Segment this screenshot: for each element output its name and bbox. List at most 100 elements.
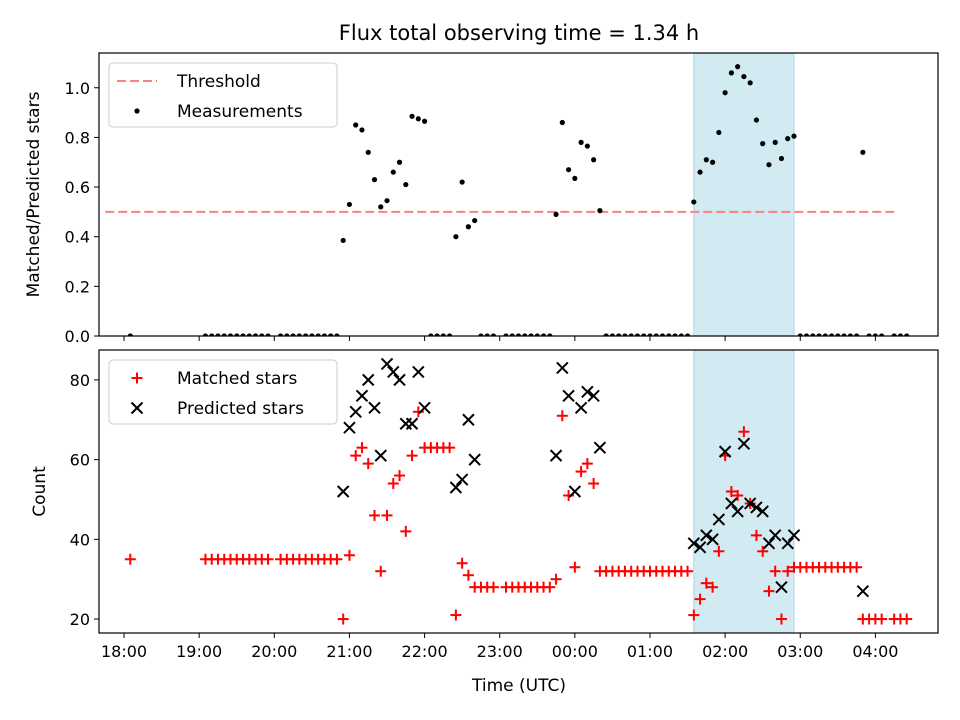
predicted-star-d2	[405, 417, 419, 430]
matched-star-point	[544, 581, 556, 593]
predicted-star-d2	[787, 529, 801, 542]
predicted-star-d2	[574, 401, 588, 415]
predicted-star-point	[743, 497, 757, 510]
legend-label: Matched stars	[177, 369, 297, 389]
predicted-star-d2	[349, 405, 362, 418]
measurement-point	[509, 333, 515, 336]
matched-star-point	[738, 426, 750, 438]
predicted-star-point	[336, 485, 350, 498]
measurement-point	[854, 333, 860, 336]
measurement-point	[259, 333, 265, 336]
predicted-star-point	[393, 373, 406, 387]
measurement-point	[503, 333, 509, 336]
predicted-star-d2	[706, 533, 719, 546]
predicted-star-point	[380, 357, 394, 371]
matched-star-point	[775, 613, 787, 625]
measurement-point	[202, 333, 209, 336]
predicted-star-d2	[856, 584, 870, 598]
predicted-star-d2	[468, 453, 481, 466]
predicted-star-point	[781, 537, 794, 550]
y-tick-label: 0.6	[65, 178, 90, 197]
measurement-point	[584, 143, 590, 149]
measurement-point	[891, 333, 897, 336]
measurement-point	[227, 333, 234, 336]
predicted-star-d2	[412, 365, 425, 379]
predicted-star-d2	[343, 421, 356, 434]
legend: Threshold Measurements	[108, 62, 338, 128]
x-tick-label: 21:00	[326, 642, 372, 661]
matched-star-point	[688, 609, 700, 621]
matched-star-point	[901, 613, 913, 625]
measurement-point	[753, 117, 760, 123]
x-tick-label: 19:00	[176, 642, 222, 661]
predicted-star-point	[462, 413, 475, 426]
measurement-point	[127, 333, 133, 336]
predicted-star-point	[568, 485, 582, 498]
predicted-star-point	[562, 389, 575, 403]
y-tick-label: 60	[70, 451, 90, 470]
predicted-star-d2	[737, 437, 751, 450]
legend-label: Predicted stars	[177, 399, 304, 419]
measurement-point	[572, 175, 578, 181]
predicted-star-d2	[743, 497, 757, 510]
panel-frame	[98, 349, 939, 634]
matched-star-point	[851, 561, 863, 573]
highlight-span	[693, 53, 795, 336]
predicted-star-d2	[756, 505, 769, 518]
matched-star-point	[381, 509, 393, 521]
predicted-star-point	[737, 437, 751, 450]
matched-star-point	[356, 442, 368, 454]
measurement-point	[634, 333, 641, 336]
measurement-point	[822, 333, 828, 336]
measurement-point	[334, 333, 340, 336]
measurement-point	[440, 333, 446, 336]
predicted-star-d2	[374, 449, 387, 462]
predicted-star-d2	[718, 445, 732, 458]
measurement-point	[453, 234, 459, 240]
matched-star-point	[368, 509, 380, 521]
measurement-point	[284, 333, 290, 336]
measurement-point	[684, 333, 691, 336]
measurement-point	[484, 333, 490, 336]
matched-star-point	[406, 450, 418, 462]
predicted-star-point	[355, 389, 369, 403]
y-tick-label: 40	[70, 530, 90, 549]
predicted-star-point	[718, 445, 732, 458]
measurement-point	[703, 157, 709, 163]
measurement-point	[659, 333, 666, 336]
matched-star-point	[550, 573, 562, 585]
measurement-point	[841, 333, 847, 336]
x-tick-label: 02:00	[702, 642, 748, 661]
panel-inner	[124, 350, 913, 633]
measurement-point	[785, 136, 791, 142]
measurement-point	[447, 333, 453, 336]
measurement-point	[240, 333, 246, 336]
measurement-point	[365, 149, 371, 155]
measurement-point	[390, 169, 396, 175]
measurement-point	[215, 333, 221, 336]
matched-star-point	[362, 458, 374, 470]
predicted-star-point	[581, 385, 594, 399]
measurement-point	[540, 333, 547, 336]
predicted-star-d2	[336, 485, 350, 498]
predicted-star-point	[706, 533, 719, 546]
predicted-star-d2	[549, 449, 563, 462]
measurement-point	[603, 333, 609, 336]
matched-star-point	[732, 489, 744, 501]
x-tick-label: 03:00	[777, 642, 823, 661]
predicted-star-point	[769, 529, 782, 542]
predicted-star-d2	[687, 537, 701, 550]
measurement-point	[904, 333, 910, 336]
measurement-point	[252, 333, 259, 336]
measurement-point	[428, 333, 434, 336]
measurement-point	[772, 139, 778, 145]
matched-star-point	[694, 593, 706, 605]
predicted-star-point	[725, 497, 738, 510]
measurement-point	[803, 333, 810, 336]
measurement-point	[716, 129, 722, 136]
highlight-span	[693, 350, 795, 633]
measurement-point	[359, 127, 365, 133]
panel-inner	[105, 53, 910, 336]
measurement-point	[265, 333, 271, 336]
